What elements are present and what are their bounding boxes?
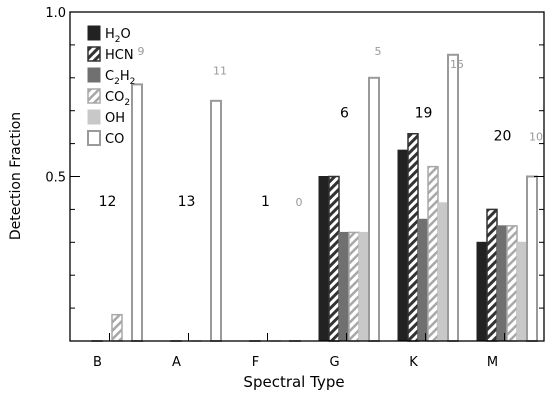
legend-label-H2O: H2O: [105, 27, 131, 45]
legend-swatch-H2O: [87, 25, 101, 41]
bar-M-CO: [526, 175, 538, 342]
co-count-label-K: 15: [450, 58, 464, 71]
bar-M-HCN: [486, 208, 498, 342]
bar-G-H2O: [318, 176, 330, 342]
legend-swatch-HCN: [87, 46, 101, 62]
legend-label-C2H2: C2H2: [105, 69, 135, 87]
bar-G-C2H2: [338, 231, 350, 342]
y-tick-label: 0.5: [45, 171, 66, 186]
bar-M-C2H2: [496, 225, 508, 342]
legend-label-OH: OH: [105, 111, 125, 126]
legend-swatch-C2H2: [87, 67, 101, 83]
count-label-M: 20: [494, 128, 512, 144]
legend-label-CO: CO: [105, 132, 124, 147]
co-count-label-F: 0: [296, 196, 303, 209]
count-label-B: 12: [99, 194, 117, 210]
legend-label-CO2: CO2: [105, 90, 130, 108]
x-tick-label-A: A: [172, 355, 181, 370]
legend-swatch-CO: [87, 130, 101, 146]
co-count-label-G: 5: [375, 45, 382, 58]
bar-K-OH: [437, 202, 449, 342]
bar-G-HCN: [328, 175, 340, 342]
count-label-G: 6: [340, 105, 349, 121]
legend-label-HCN: HCN: [105, 48, 134, 63]
legend: H2O HCN C2H2 CO2 OH CO: [87, 25, 135, 147]
y-tick-label: 1.0: [45, 6, 66, 21]
legend-swatch-CO2: [87, 88, 101, 104]
co-count-label-M: 10: [529, 130, 543, 143]
y-axis-label: Detection Fraction: [8, 112, 24, 240]
bar-G-CO: [368, 76, 380, 343]
axes-layer: 0.5 1.0 B A F G K M: [45, 6, 545, 370]
bar-K-CO2: [427, 165, 439, 342]
bars-layer: [81, 53, 538, 343]
bar-B-CO: [131, 83, 143, 342]
x-tick-label-F: F: [252, 355, 259, 370]
bar-K-CO: [447, 53, 459, 343]
bar-B-CO2: [111, 313, 123, 342]
x-tick-label-G: G: [329, 355, 339, 370]
bar-M-H2O: [476, 241, 488, 342]
bar-K-H2O: [397, 149, 409, 342]
count-label-F: 1: [261, 194, 270, 210]
bar-M-CO2: [506, 225, 518, 342]
bar-G-CO2: [348, 231, 360, 342]
count-label-A: 13: [178, 194, 196, 210]
legend-swatch-OH: [87, 109, 101, 125]
co-count-label-A: 11: [213, 65, 227, 78]
bar-A-CO: [210, 99, 222, 342]
bar-M-OH: [516, 241, 528, 342]
x-tick-label-K: K: [409, 355, 418, 370]
bar-K-HCN: [407, 132, 419, 342]
x-tick-label-B: B: [93, 355, 102, 370]
bar-K-C2H2: [417, 218, 429, 342]
bar-G-OH: [358, 231, 370, 342]
x-axis-label: Spectral Type: [243, 373, 344, 391]
co-count-label-B: 9: [138, 45, 145, 58]
x-tick-label-M: M: [487, 355, 498, 370]
count-label-K: 19: [415, 105, 433, 121]
